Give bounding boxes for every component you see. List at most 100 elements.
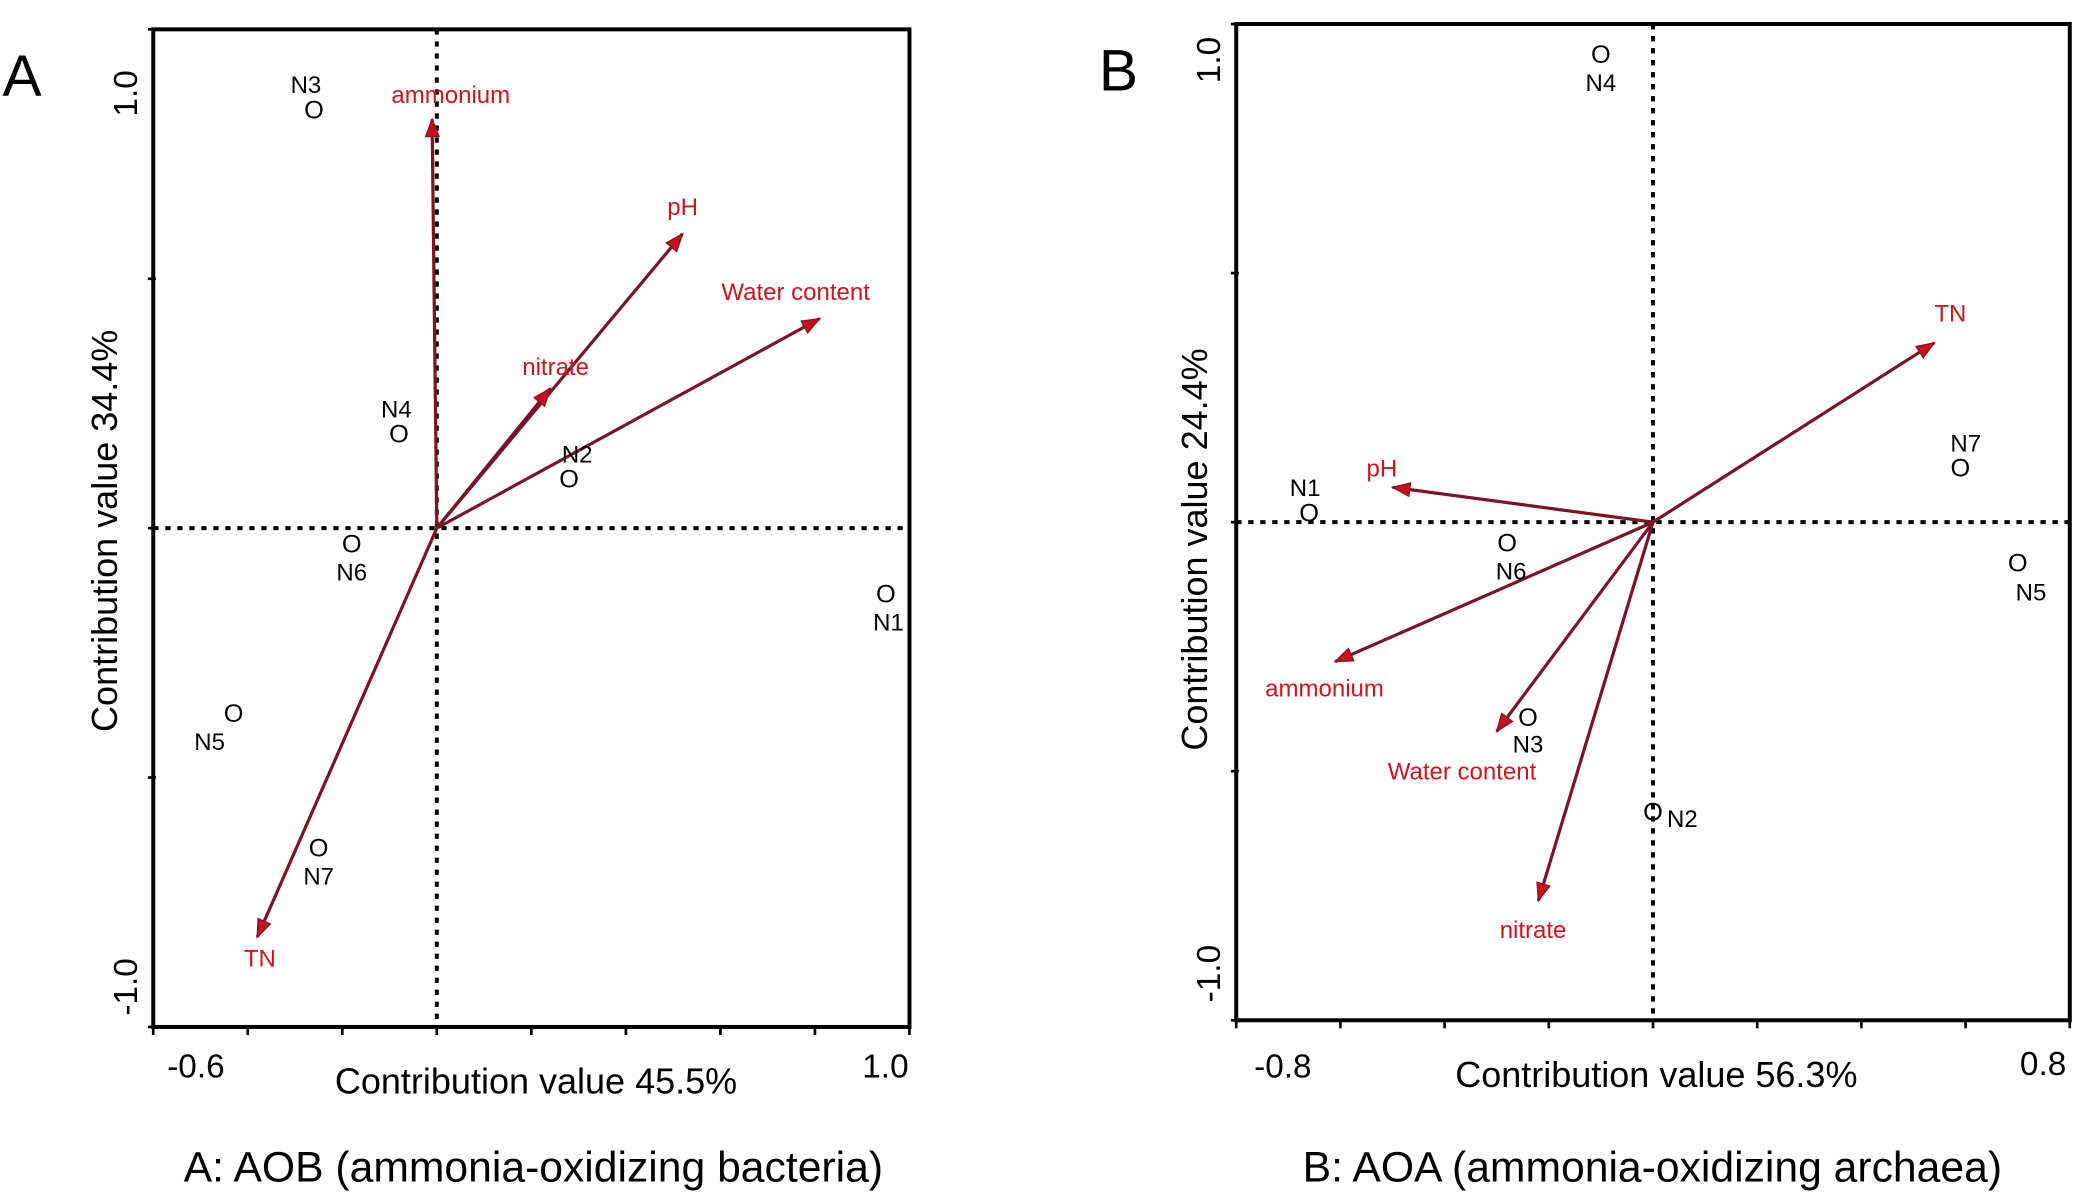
x-tick-label-right: 1.0 xyxy=(862,1049,908,1086)
sample-label: N7 xyxy=(303,864,334,891)
sample-label: N4 xyxy=(1586,70,1617,97)
x-tick-label-left: -0.8 xyxy=(1254,1049,1311,1086)
vector-line xyxy=(1334,520,1654,664)
vector-ph: pH xyxy=(1367,456,1654,524)
sample-marker: O xyxy=(389,421,409,449)
x-axis-label: Contribution value 45.5% xyxy=(335,1061,737,1102)
vector-line xyxy=(1392,485,1654,524)
vector-label: Water content xyxy=(1388,758,1537,785)
x-axis-label: Contribution value 56.3% xyxy=(1455,1054,1857,1095)
vector-tn: TN xyxy=(244,527,439,973)
arrowhead-icon xyxy=(1915,341,1936,359)
vector-ammonium: ammonium xyxy=(1265,520,1654,702)
sample-n4: ON4 xyxy=(1586,41,1617,97)
sample-n1: ON1 xyxy=(873,580,904,636)
sample-n5: ON5 xyxy=(194,700,243,756)
sample-label: N4 xyxy=(381,396,412,423)
panel-label: A xyxy=(3,44,43,109)
vector-label: ammonium xyxy=(391,82,510,109)
sample-label: N5 xyxy=(2016,580,2047,607)
vector-line xyxy=(1536,521,1655,902)
sample-n7: ON7 xyxy=(303,835,334,891)
sample-marker: O xyxy=(876,580,896,608)
vector-line xyxy=(436,317,821,530)
sample-label: N2 xyxy=(1667,806,1698,833)
sample-label: N6 xyxy=(1496,558,1527,585)
arrowhead-icon xyxy=(665,232,684,253)
vector-line xyxy=(1495,521,1655,733)
x-tick-label-right: 0.8 xyxy=(2020,1046,2066,1083)
sample-marker: O xyxy=(1591,41,1611,69)
arrowhead-icon xyxy=(800,317,822,334)
vector-ammonium: ammonium xyxy=(391,82,510,529)
vector-line xyxy=(435,387,552,530)
vector-label: ammonium xyxy=(1265,675,1384,702)
vector-label: nitrate xyxy=(1500,917,1567,944)
vector-line xyxy=(1652,341,1936,524)
sample-n4: ON4 xyxy=(381,396,412,448)
vector-label: TN xyxy=(244,946,276,973)
y-tick-label-top: 1.0 xyxy=(1191,37,1228,83)
chart-title: A: AOB (ammonia-oxidizing bacteria) xyxy=(184,1144,883,1192)
sample-label: N3 xyxy=(291,72,322,99)
sample-label: N6 xyxy=(336,559,367,586)
sample-label: N1 xyxy=(1290,475,1321,502)
sample-n6: ON6 xyxy=(1496,529,1527,585)
y-axis-label: Contribution value 24.4% xyxy=(1174,348,1215,750)
vector-tn: TN xyxy=(1652,300,1966,524)
sample-marker: O xyxy=(309,835,329,863)
panel-label: B xyxy=(1099,39,1138,104)
arrowhead-icon xyxy=(1333,647,1355,663)
sample-marker: O xyxy=(304,96,324,124)
sample-label: N5 xyxy=(194,729,225,756)
vector-nitrate: nitrate xyxy=(1500,521,1655,944)
sample-marker: O xyxy=(1643,798,1663,826)
arrowhead-icon xyxy=(1390,482,1412,498)
arrowhead-icon xyxy=(1495,712,1514,733)
sample-label: N1 xyxy=(873,609,904,636)
arrowhead-icon xyxy=(1536,881,1551,903)
sample-marker: O xyxy=(1497,529,1517,557)
y-tick-label-bottom: -1.0 xyxy=(108,958,145,1015)
sample-n1: ON1 xyxy=(1290,475,1321,527)
y-tick-label-top: 1.0 xyxy=(108,70,145,116)
sample-n3: ON3 xyxy=(1513,704,1544,759)
sample-marker: O xyxy=(342,530,362,558)
sample-marker: O xyxy=(1299,500,1319,528)
arrowhead-icon xyxy=(532,387,552,408)
sample-marker: O xyxy=(1518,704,1538,732)
x-tick-label-left: -0.6 xyxy=(167,1049,224,1086)
sample-marker: O xyxy=(2008,549,2028,577)
vector-line xyxy=(255,527,439,938)
vector-water-content: Water content xyxy=(1388,521,1655,785)
vector-line xyxy=(430,119,439,529)
arrowhead-icon xyxy=(256,917,272,939)
chart-title: B: AOA (ammonia-oxidizing archaea) xyxy=(1303,1144,2002,1192)
sample-n3: ON3 xyxy=(291,72,324,124)
y-axis-label: Contribution value 34.4% xyxy=(84,330,125,732)
vector-nitrate: nitrate xyxy=(435,354,589,530)
sample-n6: ON6 xyxy=(336,530,367,586)
sample-label: N7 xyxy=(1950,430,1981,457)
vector-label: nitrate xyxy=(522,354,589,381)
vector-label: pH xyxy=(1367,456,1398,483)
sample-marker: O xyxy=(1951,455,1971,483)
arrowhead-icon xyxy=(424,117,440,138)
vector-water-content: Water content xyxy=(436,279,870,530)
sample-label: N2 xyxy=(562,441,593,468)
plot-frame xyxy=(151,27,912,1029)
sample-n7: ON7 xyxy=(1950,430,1981,482)
vector-label: pH xyxy=(667,194,698,221)
vector-label: TN xyxy=(1934,300,1966,327)
sample-label: N3 xyxy=(1513,731,1544,758)
sample-marker: O xyxy=(224,700,244,728)
sample-marker: O xyxy=(559,466,579,494)
y-tick-label-bottom: -1.0 xyxy=(1191,945,1228,1002)
sample-n5: O N5 xyxy=(2008,549,2047,606)
